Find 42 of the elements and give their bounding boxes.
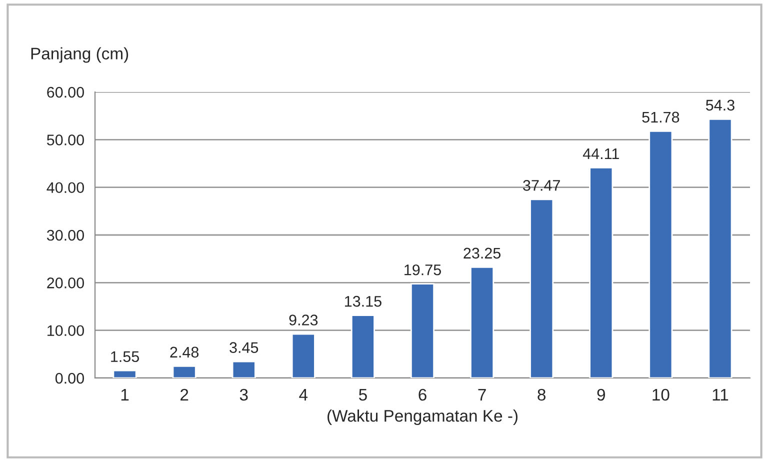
y-tick-label: 20.00 <box>47 278 84 288</box>
data-label: 19.75 <box>404 264 441 276</box>
bar <box>530 198 554 378</box>
bar <box>470 266 494 378</box>
data-label: 9.23 <box>289 314 318 326</box>
x-tick-label: 11 <box>712 389 728 400</box>
bar <box>112 370 137 378</box>
data-label: 37.47 <box>523 180 560 191</box>
x-tick-label: 8 <box>538 388 546 401</box>
bar <box>232 360 256 378</box>
data-label: 23.25 <box>464 248 501 259</box>
y-tick-label: 40.00 <box>46 182 84 194</box>
bar <box>350 314 375 378</box>
y-tick-label: 10.00 <box>48 325 84 336</box>
y-tick-label: 60.00 <box>47 86 84 98</box>
bar <box>648 130 673 378</box>
bar <box>708 118 732 378</box>
bar <box>410 283 435 378</box>
bar <box>172 365 196 378</box>
x-tick-label: 2 <box>180 388 188 400</box>
x-tick-label: 9 <box>597 388 605 401</box>
x-tick-label: 10 <box>652 388 670 401</box>
data-label: 51.78 <box>642 112 680 123</box>
x-tick-label: 3 <box>240 388 248 401</box>
bar <box>589 167 614 378</box>
data-label: 13.15 <box>345 296 382 307</box>
x-tick-label: 1 <box>121 389 129 400</box>
y-axis-title: Panjang (cm) <box>31 47 128 63</box>
data-label: 3.45 <box>230 342 258 353</box>
data-label: 2.48 <box>170 346 199 358</box>
x-axis-title: (Waktu Pengamatan Ke -) <box>328 410 518 426</box>
y-tick-label: 0.00 <box>55 372 84 384</box>
x-tick-label: 5 <box>358 389 367 401</box>
y-tick-label: 50.00 <box>46 134 84 146</box>
bar <box>291 333 316 378</box>
data-label: 54.3 <box>706 100 734 111</box>
x-tick-label: 4 <box>299 389 308 400</box>
y-tick-label: 30.00 <box>46 230 84 241</box>
x-tick-label: 6 <box>418 388 426 401</box>
data-label: 1.55 <box>111 351 139 362</box>
x-tick-label: 7 <box>478 389 486 400</box>
data-label: 44.11 <box>582 148 619 160</box>
